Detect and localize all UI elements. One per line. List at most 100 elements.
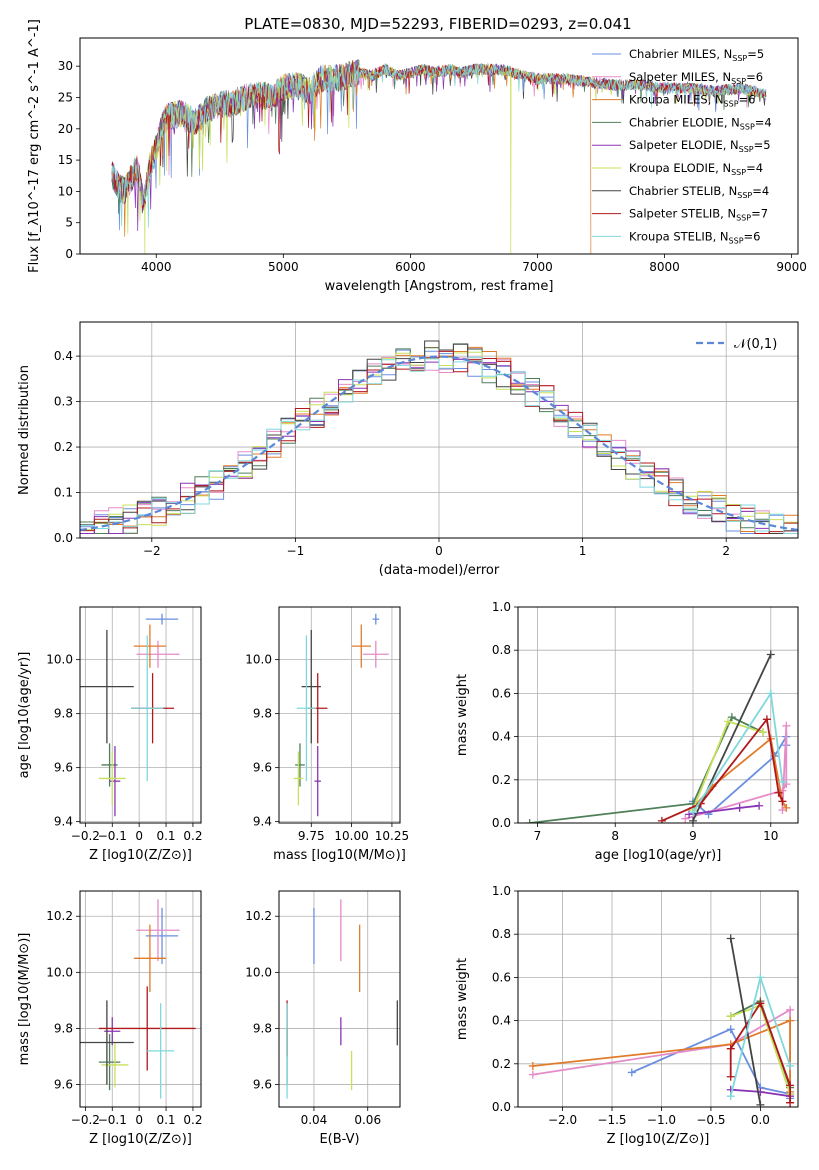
weight-marker-4 (735, 803, 744, 812)
y-tick-label: 0.0 (492, 1100, 511, 1114)
weight-marker-0 (726, 1025, 735, 1034)
weight-marker-7 (786, 1098, 795, 1107)
figure-title: PLATE=0830, MJD=52293, FIBERID=0293, z=0… (244, 15, 631, 33)
spectrum-line-8 (111, 60, 767, 228)
y-tick-label: 10 (58, 184, 73, 198)
legend-label: Kroupa MILES, NSSP=6 (629, 93, 755, 109)
weight-marker-8 (786, 1061, 795, 1070)
y-axis-label: age [log10(age/yr)] (17, 652, 32, 779)
y-tick-label: 9.8 (253, 707, 272, 721)
y-tick-label: 20 (58, 122, 73, 136)
spectrum-line-2 (111, 60, 592, 254)
weight-marker-5 (726, 1012, 735, 1021)
y-axis-label: mass weight (455, 674, 470, 756)
weight-marker-7 (774, 788, 783, 797)
x-tick-label: 2 (722, 544, 730, 558)
axes-age_vs_mass: 9.75 10.00 10.25 9.4 9.6 9.8 10.0 mass [log10(M… (245, 606, 409, 863)
axes-weight_vs_age: 7 8 9 10 0.0 0.2 0.4 0.6 0.8 1.0 age [log10(age/yr… (455, 600, 799, 863)
axes-frame (79, 890, 202, 1108)
y-tick-label: 9.8 (253, 1021, 272, 1035)
x-axis-label: age [log10(age/yr)] (595, 848, 722, 863)
x-tick-label: 4000 (141, 260, 172, 274)
x-tick-label: 0.1 (156, 829, 175, 843)
y-tick-label: 10.2 (245, 909, 272, 923)
y-tick-label: 0.0 (54, 531, 73, 545)
y-tick-label: 9.4 (253, 815, 272, 829)
axes-frame (278, 606, 401, 824)
weight-marker-1 (528, 1070, 537, 1079)
spectrum-line-7 (111, 60, 767, 209)
x-tick-label: 0.2 (183, 1113, 202, 1127)
x-tick-label: −0.1 (98, 829, 127, 843)
x-tick-label: 7000 (522, 260, 553, 274)
x-axis-label: Z [log10(Z/Z⊙)] (89, 1132, 192, 1147)
weight-marker-8 (778, 777, 787, 786)
y-tick-label: 10.0 (46, 965, 73, 979)
weight-marker-7 (657, 816, 666, 823)
weight-marker-7 (786, 1081, 795, 1090)
y-tick-label: 9.6 (253, 761, 272, 775)
spectrum-line-4 (111, 60, 767, 232)
x-tick-label: 8000 (649, 260, 680, 274)
weight-marker-6 (756, 1100, 765, 1107)
weight-marker-4 (755, 801, 764, 810)
legend-label: Kroupa STELIB, NSSP=6 (629, 229, 760, 245)
y-tick-label: 1.0 (492, 600, 511, 614)
plot-area-spectrum (111, 59, 767, 254)
residual-hist-7 (80, 350, 798, 534)
plot-area-mass_vs_EBV (279, 891, 400, 1107)
y-tick-label: 10.0 (245, 965, 272, 979)
x-tick-label: 0 (135, 829, 143, 843)
y-axis-label: Flux [f_λ10^-17 erg cm^-2 s^-1 A^-1] (27, 19, 42, 273)
plot-area-weight_vs_Z (518, 891, 798, 1107)
axes-frame (278, 890, 401, 1108)
x-tick-label: −0.5 (696, 1113, 725, 1127)
x-tick-label: 8 (611, 829, 619, 843)
y-tick-label: 0.8 (492, 927, 511, 941)
axes-mass_vs_Z: −0.2−0.1 0 0.1 0.2 9.6 9.8 10.0 10.2 Z [log10(Z/… (17, 890, 202, 1147)
weight-line-6 (729, 938, 762, 1105)
axes-mass_vs_EBV: 0.04 0.06 9.6 9.8 10.0 10.2 E(B-V) (245, 890, 401, 1147)
legend-label: Chabrier MILES, NSSP=5 (629, 47, 764, 63)
y-axis-label: mass weight (455, 958, 470, 1040)
x-tick-label: 0.04 (301, 1113, 328, 1127)
weight-marker-7 (778, 797, 787, 806)
weight-marker-8 (689, 808, 697, 817)
y-tick-label: 0.2 (54, 440, 73, 454)
weight-marker-2 (786, 1016, 795, 1025)
weight-marker-1 (681, 814, 690, 823)
x-tick-label: 0 (435, 544, 443, 558)
x-axis-label: E(B-V) (319, 1132, 359, 1147)
axes-frame (517, 890, 799, 1108)
weight-marker-7 (726, 1044, 735, 1053)
weight-marker-6 (726, 934, 735, 943)
y-tick-label: 10.2 (46, 909, 73, 923)
axes-spectrum: 4000 5000 6000 7000 8000 9000 0 5 10 15 20 25 30 wave… (27, 19, 807, 294)
x-axis-label: mass [log10(M/M⊙)] (273, 848, 406, 863)
axes-frame (517, 606, 799, 824)
x-tick-label: 10.00 (334, 829, 368, 843)
plot-area-age_vs_mass (279, 607, 400, 823)
x-tick-label: 0.06 (354, 1113, 381, 1127)
residual-hist-6 (80, 340, 798, 534)
y-tick-label: 9.4 (54, 815, 73, 829)
x-tick-label: 10.25 (375, 829, 409, 843)
axes-residuals: −2 −1 0 1 2 0.0 0.1 0.2 0.3 0.4 (data-model)/error… (17, 321, 799, 578)
x-tick-label: −1 (287, 544, 305, 558)
weight-marker-7 (762, 715, 771, 724)
y-tick-label: 0.4 (492, 730, 511, 744)
plot-area-age_vs_Z (80, 607, 201, 823)
y-axis-label: mass [log10(M/M⊙)] (17, 933, 32, 1066)
x-tick-label: 0 (135, 1113, 143, 1127)
y-tick-label: 0.3 (54, 395, 73, 409)
legend-label: Kroupa ELODIE, NSSP=4 (629, 161, 763, 177)
x-tick-label: −2.0 (548, 1113, 577, 1127)
weight-marker-0 (627, 1068, 636, 1077)
x-tick-label: −1.5 (597, 1113, 626, 1127)
x-axis-label: (data-model)/error (379, 563, 500, 578)
x-axis-label: wavelength [Angstrom, rest frame] (325, 279, 554, 294)
y-tick-label: 9.8 (54, 707, 73, 721)
y-tick-label: 15 (58, 153, 73, 167)
plot-area-mass_vs_Z (80, 891, 201, 1107)
